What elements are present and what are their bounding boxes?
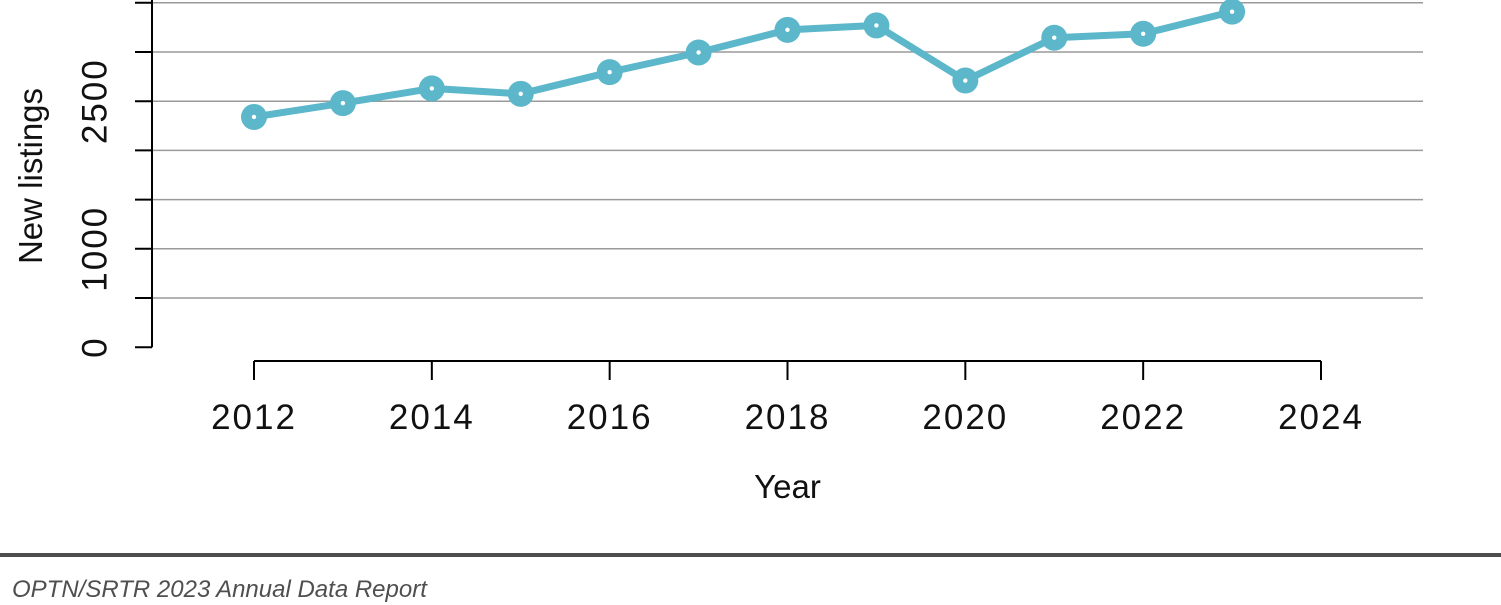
x-tick-label: 2020 — [922, 398, 1008, 437]
data-point-center-dot — [1229, 9, 1235, 14]
data-point-center-dot — [1140, 31, 1146, 36]
footer-attribution: OPTN/SRTR 2023 Annual Data Report — [12, 576, 427, 603]
data-point-center-dot — [696, 50, 701, 55]
data-point-center-dot — [607, 69, 612, 75]
data-point-center-dot — [963, 78, 968, 83]
y-axis-title: New listings — [12, 87, 49, 265]
x-tick-label: 2018 — [745, 398, 831, 437]
x-tick-label: 2016 — [567, 398, 653, 437]
data-point-center-dot — [251, 114, 257, 120]
x-axis-title: Year — [754, 468, 821, 505]
x-tick-label: 2014 — [389, 398, 475, 437]
y-tick-label: 1000 — [76, 206, 115, 292]
series-line — [250, 8, 1236, 121]
x-tick-label: 2024 — [1278, 398, 1364, 437]
y-tick-label: 0 — [76, 336, 115, 357]
data-point-center-dot — [340, 100, 346, 106]
y-tick-label: 2500 — [76, 58, 115, 144]
data-point-center-dot — [518, 91, 523, 97]
data-point-center-dot — [1052, 35, 1057, 40]
x-tick-label: 2012 — [211, 398, 297, 437]
footer-divider — [0, 553, 1501, 557]
chart-canvas: 0 1000 2500 2012 2014 2016 2018 2020 2022 2024 — [76, 0, 1423, 437]
x-tick-label: 2022 — [1100, 398, 1186, 437]
data-point-center-dot — [785, 27, 790, 33]
data-point-center-dot — [874, 23, 879, 28]
new-listings-line-chart: 0 1000 2500 2012 2014 2016 2018 2020 2022 2024 Ne… — [12, 0, 1423, 505]
data-point-center-dot — [429, 86, 435, 91]
